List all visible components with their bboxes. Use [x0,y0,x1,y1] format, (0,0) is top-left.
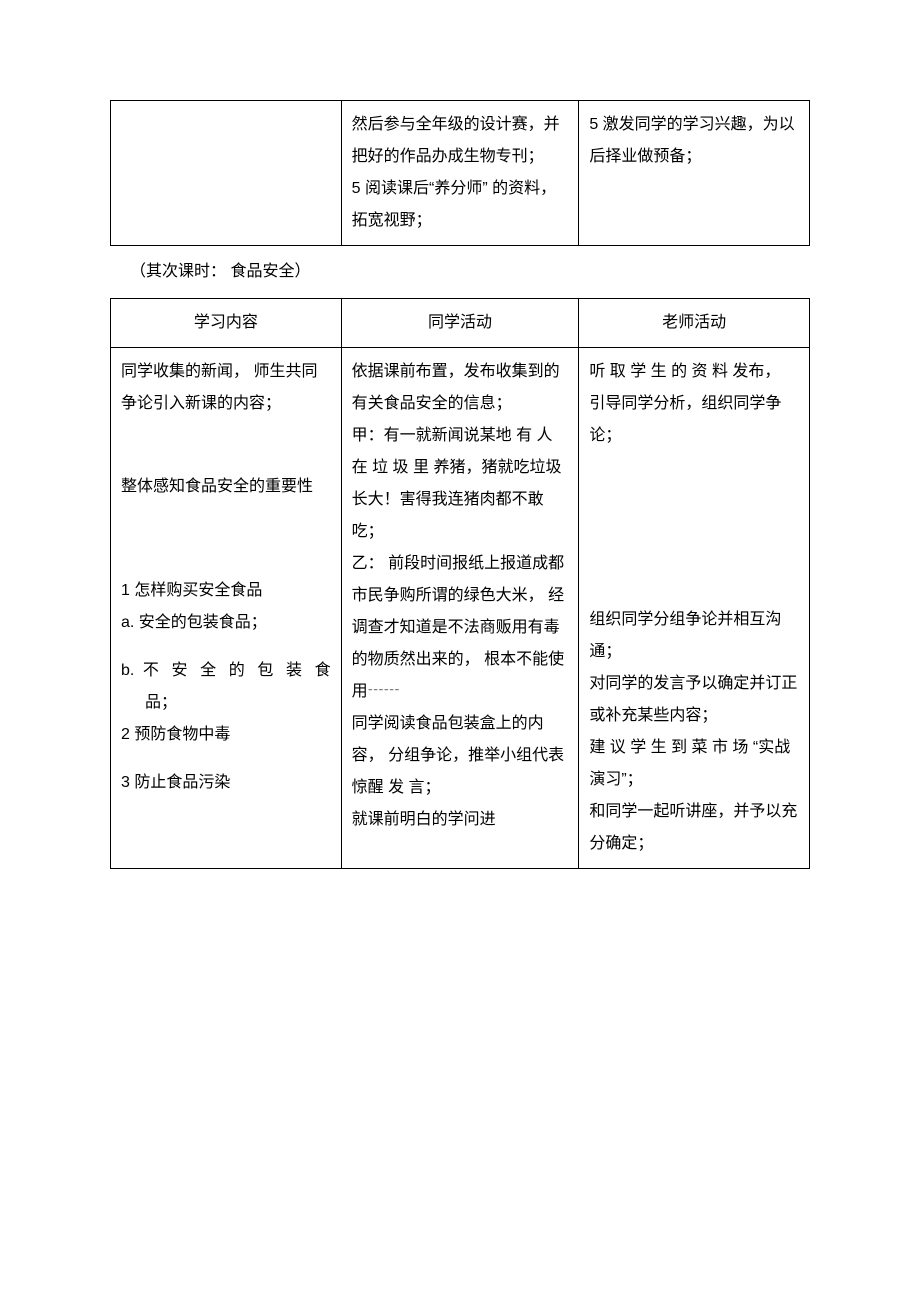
col2-p1: 依据课前布置，发布收集到的有关食品安全的信息； [352,356,569,420]
col1-item1b-line1: b. 不 安 全 的 包 装 食 [121,655,331,687]
cell-col2-text: 然后参与全年级的设计赛，并把好的作品办成生物专刊； 5 阅读课后“养分师” 的资… [352,116,560,229]
cell-col2: 然后参与全年级的设计赛，并把好的作品办成生物专刊； 5 阅读课后“养分师” 的资… [341,101,579,246]
header-col3: 老师活动 [579,299,810,348]
col1-item2: 2 预防食物中毒 [121,719,331,751]
col1-item1: 1 怎样购买安全食品 [121,575,331,607]
col1-item1a: a. 安全的包装食品； [121,607,331,639]
col2-p5: 就课前明白的学问进 [352,804,569,836]
table-body-row: 同学收集的新闻， 师生共同争论引入新课的内容； 整体感知食品安全的重要性 1 怎… [111,348,810,869]
col1-p2: 整体感知食品安全的重要性 [121,471,331,503]
col2-p3: 乙： 前段时间报纸上报道成都市民争购所谓的绿色大米， 经调查才知道是不法商贩用有… [352,548,569,708]
table-header-row: 学习内容 同学活动 老师活动 [111,299,810,348]
body-col2: 依据课前布置，发布收集到的有关食品安全的信息； 甲：有一就新闻说某地 有 人 在… [341,348,579,869]
table-continuation: 然后参与全年级的设计赛，并把好的作品办成生物专刊； 5 阅读课后“养分师” 的资… [110,100,810,246]
col1-item1b-line2: 品； [121,687,331,719]
body-col1: 同学收集的新闻， 师生共同争论引入新课的内容； 整体感知食品安全的重要性 1 怎… [111,348,342,869]
col2-p2: 甲：有一就新闻说某地 有 人 在 垃 圾 里 养猪，猪就吃垃圾长大！害得我连猪肉… [352,420,569,548]
col3-p3: 对同学的发言予以确定并订正或补充某些内容； [589,668,799,732]
cell-col1 [111,101,342,246]
table-row: 然后参与全年级的设计赛，并把好的作品办成生物专刊； 5 阅读课后“养分师” 的资… [111,101,810,246]
body-col3: 听 取 学 生 的 资 料 发布， 引导同学分析，组织同学争论； 组织同学分组争… [579,348,810,869]
section-subtitle: （其次课时： 食品安全） [130,256,810,288]
cell-col3: 5 激发同学的学习兴趣，为以后择业做预备； [579,101,810,246]
col3-p5: 和同学一起听讲座，并予以充分确定； [589,796,799,860]
col3-p4: 建 议 学 生 到 菜 市 场 “实战演习”； [589,732,799,796]
header-col1: 学习内容 [111,299,342,348]
col1-p1: 同学收集的新闻， 师生共同争论引入新课的内容； [121,356,331,420]
col3-p1: 听 取 学 生 的 资 料 发布， 引导同学分析，组织同学争论； [589,356,799,452]
col2-p4: 同学阅读食品包装盒上的内容， 分组争论，推举小组代表惊醒 发 言； [352,708,569,804]
col1-item3: 3 防止食品污染 [121,767,331,799]
col3-p2: 组织同学分组争论并相互沟通； [589,604,799,668]
table-main: 学习内容 同学活动 老师活动 同学收集的新闻， 师生共同争论引入新课的内容； 整… [110,298,810,869]
header-col2: 同学活动 [341,299,579,348]
